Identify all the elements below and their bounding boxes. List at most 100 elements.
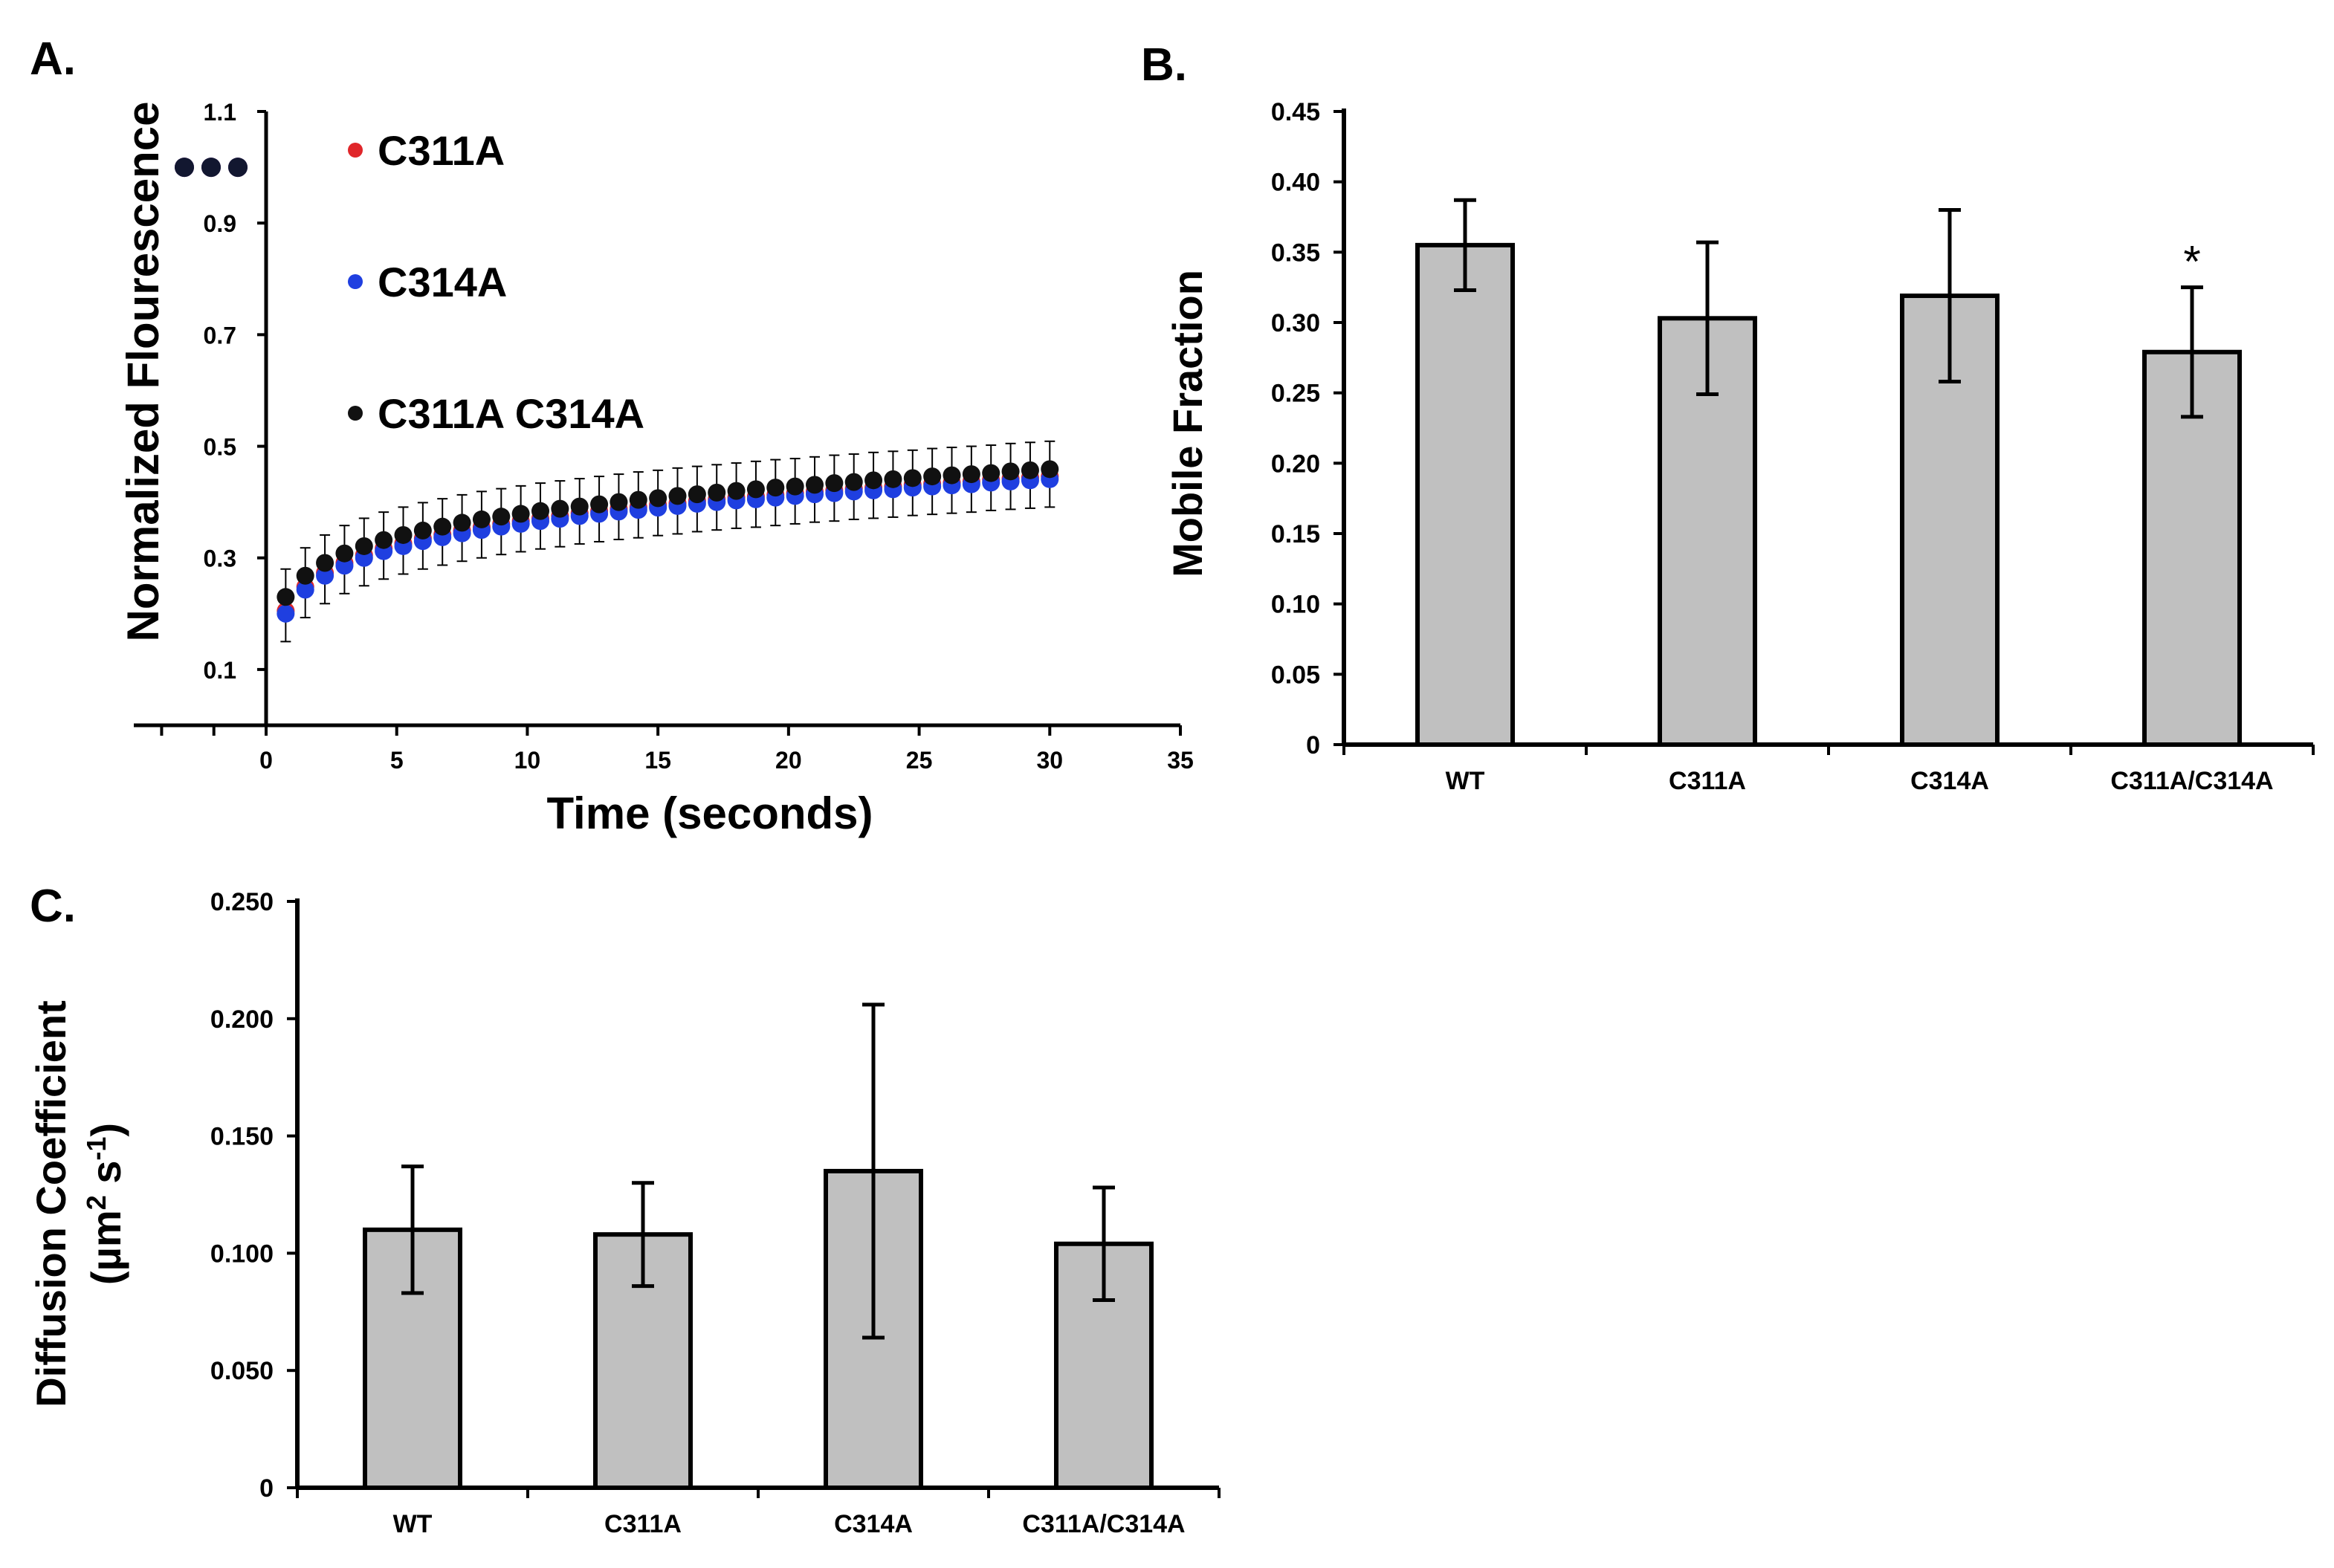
panel-b-letter: B. xyxy=(1141,39,1187,91)
panel-c-plot: 0 0.050 0.100 0.150 0.200 0.250 WT C311A C314A C3… xyxy=(210,888,1221,1538)
point-c311a-c314a xyxy=(610,493,628,511)
panel-a-x-axis-title: Time (seconds) xyxy=(546,788,873,838)
panel-a-x-tick-label: 10 xyxy=(514,747,541,774)
panel-c-y-tick-label: 0.250 xyxy=(210,888,274,916)
panel-a-legend: C311A C314A C311A C314A xyxy=(348,127,644,437)
point-c311a-c314a xyxy=(844,473,863,491)
panel-a-x-tick-label: 30 xyxy=(1036,747,1063,774)
legend-label-c311a-c314a: C311A C314A xyxy=(378,390,644,437)
panel-a-y-tick-label: 0.3 xyxy=(204,545,236,572)
ylabel-unit-prefix: (µm xyxy=(83,1210,129,1285)
bar-wt xyxy=(1415,242,1515,748)
point-c311a-c314a xyxy=(570,497,589,516)
point-c311a-c314a xyxy=(708,483,726,502)
panel-a-x-tick-label: 15 xyxy=(644,747,671,774)
panel-a-series xyxy=(175,158,1059,643)
point-c311a-c314a xyxy=(884,470,902,488)
panel-b-y-tick-label: 0.30 xyxy=(1271,309,1320,337)
legend-marker-c311a-c314a xyxy=(348,406,363,421)
panel-c: C. Diffusion Coefficient (µm2 s-1) 0 0.05… xyxy=(28,881,1221,1538)
panel-a: A. 0.1 0.3 0.5 0.7 0.9 1.1 0 5 10 15 20 25 30 35 Time… xyxy=(30,33,1194,838)
panel-b-y-tick-label: 0 xyxy=(1306,731,1320,759)
panel-b-y-tick-label: 0.20 xyxy=(1271,450,1320,478)
panel-c-y-axis-title-line1: Diffusion Coefficient xyxy=(28,1000,74,1407)
panel-a-letter: A. xyxy=(30,33,76,85)
category-label-c311a-c314a: C311A/C314A xyxy=(1022,1510,1185,1538)
point-c311a-c314a xyxy=(375,531,393,549)
point-c314a xyxy=(277,604,295,623)
point-c311a-c314a xyxy=(766,479,785,497)
panel-a-y-tick-label: 0.9 xyxy=(204,210,236,237)
panel-b-y-tick-label: 0.35 xyxy=(1271,239,1320,267)
point-c311a-c314a xyxy=(1001,462,1020,481)
panel-a-x-tick-label: 20 xyxy=(775,747,802,774)
panel-b-y-axis-title: Mobile Fraction xyxy=(1164,270,1211,577)
point-c314a xyxy=(316,566,334,585)
panel-a-y-tick-label: 0.7 xyxy=(204,322,236,349)
point-c311a-c314a xyxy=(1041,460,1059,479)
category-label-wt: WT xyxy=(1446,767,1485,795)
point-c311a-c314a xyxy=(1021,461,1039,479)
panel-c-letter: C. xyxy=(30,881,76,932)
panel-a-y-tick-label: 1.1 xyxy=(204,99,236,126)
point-c311a-c314a xyxy=(492,508,511,526)
panel-b-y-tick-label: 0.05 xyxy=(1271,661,1320,689)
category-label-wt: WT xyxy=(393,1510,433,1538)
point-c311a-c314a xyxy=(962,465,980,484)
panel-b: B. Mobile Fraction 0 0.05 0.10 0.15 0.20 0.25… xyxy=(1141,39,2315,795)
legend-label-c314a: C314A xyxy=(378,259,507,305)
point-c311a-c314a xyxy=(903,469,922,487)
panel-a-x-tick-label: 35 xyxy=(1167,747,1194,774)
panel-a-y-axis-title: Normalized Flourescence xyxy=(118,102,168,642)
panel-a-x-tick-label: 25 xyxy=(906,747,933,774)
ylabel-unit-suffix: ) xyxy=(83,1123,129,1137)
point-c311a-c314a xyxy=(982,464,1000,482)
point-c314a xyxy=(296,580,314,599)
category-label-c311a-c314a: C311A/C314A xyxy=(2110,767,2273,795)
point-c311a-c314a xyxy=(296,566,314,585)
point-c311a-c314a xyxy=(551,499,569,518)
point-c314a xyxy=(335,557,354,575)
point-c311a-c314a xyxy=(668,487,687,505)
panel-c-y-tick-label: 0 xyxy=(259,1474,274,1503)
panel-c-y-tick-label: 0.100 xyxy=(210,1240,274,1268)
point-c311a-c314a xyxy=(727,482,746,500)
category-label-c314a: C314A xyxy=(1910,767,1989,795)
significance-marker-c311a-c314a: * xyxy=(2183,237,2200,287)
point-c311a-c314a xyxy=(943,466,961,485)
panel-b-plot: 0 0.05 0.10 0.15 0.20 0.25 0.30 0.35 0.40 0.45 WT C… xyxy=(1271,98,2315,795)
panel-a-y-tick-label: 0.5 xyxy=(204,434,236,461)
panel-b-y-tick-label: 0.15 xyxy=(1271,520,1320,548)
point-c311a-c314a xyxy=(511,505,530,523)
point-c311a-c314a xyxy=(786,477,804,496)
panel-b-y-tick-label: 0.25 xyxy=(1271,380,1320,408)
panel-c-y-tick-label: 0.050 xyxy=(210,1357,274,1385)
legend-marker-c311a xyxy=(348,143,363,158)
point-c311a-c314a xyxy=(413,521,432,540)
point-c311a-c314a xyxy=(746,480,765,499)
panel-b-y-tick-label: 0.40 xyxy=(1271,169,1320,197)
point-c311a-c314a xyxy=(531,502,549,520)
panel-b-y-tick-label: 0.10 xyxy=(1271,591,1320,619)
panel-a-ticks: 0.1 0.3 0.5 0.7 0.9 1.1 0 5 10 15 20 25 30 35 xyxy=(160,99,1194,774)
point-c311a-c314a xyxy=(433,517,452,536)
point-c311a-c314a xyxy=(649,489,667,508)
ylabel-unit-sup2: -1 xyxy=(81,1137,111,1161)
category-label-c311a: C311A xyxy=(1669,767,1746,795)
prebleach-point xyxy=(201,158,221,178)
panel-a-x-tick-label: 0 xyxy=(259,747,273,774)
point-c311a-c314a xyxy=(316,554,334,572)
panel-a-x-tick-label: 5 xyxy=(390,747,404,774)
point-c311a-c314a xyxy=(355,537,373,555)
prebleach-point xyxy=(175,158,194,178)
point-c311a-c314a xyxy=(688,485,706,504)
point-c311a-c314a xyxy=(453,514,471,532)
point-c311a-c314a xyxy=(864,471,883,490)
panel-a-y-tick-label: 0.1 xyxy=(204,657,236,684)
point-c311a-c314a xyxy=(825,474,844,493)
legend-label-c311a: C311A xyxy=(378,127,505,174)
category-label-c314a: C314A xyxy=(834,1510,913,1538)
category-label-c311a: C311A xyxy=(604,1510,682,1538)
ylabel-unit-mid: s xyxy=(83,1161,129,1196)
